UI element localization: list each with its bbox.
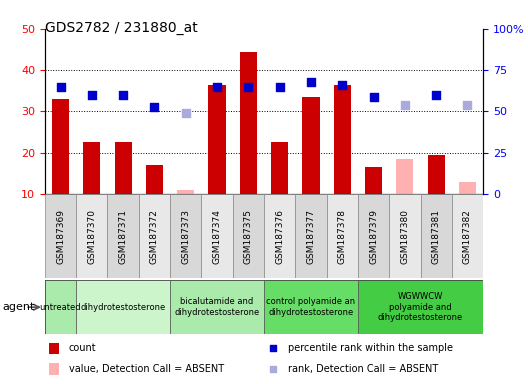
Bar [83, 142, 100, 194]
Text: untreated: untreated [40, 303, 81, 312]
Text: GSM187374: GSM187374 [213, 209, 222, 263]
Bar [264, 280, 358, 334]
Text: GSM187369: GSM187369 [56, 209, 65, 264]
Bar [76, 280, 170, 334]
Point [307, 79, 315, 86]
Bar [177, 190, 194, 194]
Point [432, 92, 440, 98]
Bar [365, 167, 382, 194]
Text: count: count [69, 343, 97, 354]
Text: GSM187380: GSM187380 [400, 209, 409, 264]
Bar [209, 84, 225, 194]
Point [213, 84, 221, 90]
Bar [327, 194, 358, 278]
Bar [334, 84, 351, 194]
Bar [170, 280, 264, 334]
Text: GSM187379: GSM187379 [369, 209, 378, 264]
Text: GSM187381: GSM187381 [432, 209, 441, 264]
Point [244, 84, 252, 90]
Bar [49, 363, 59, 375]
Bar [146, 165, 163, 194]
Bar [52, 99, 69, 194]
Text: rank, Detection Call = ABSENT: rank, Detection Call = ABSENT [288, 364, 438, 374]
Bar [240, 51, 257, 194]
Bar [45, 194, 76, 278]
Bar [115, 142, 132, 194]
Bar [170, 194, 201, 278]
Point [338, 81, 346, 88]
Point [88, 92, 96, 98]
Text: bicalutamide and
dihydrotestosterone: bicalutamide and dihydrotestosterone [174, 298, 260, 317]
Point [119, 92, 127, 98]
Text: dihydrotestosterone: dihydrotestosterone [80, 303, 166, 312]
Bar [396, 159, 413, 194]
Bar [233, 194, 264, 278]
Bar [420, 194, 452, 278]
Bar [428, 155, 445, 194]
Point [269, 346, 277, 352]
Point [269, 366, 277, 372]
Text: GSM187382: GSM187382 [463, 209, 472, 263]
Bar [45, 280, 76, 334]
Bar [295, 194, 327, 278]
Text: GSM187371: GSM187371 [119, 209, 128, 264]
Bar [271, 142, 288, 194]
Point [401, 102, 409, 108]
Bar [358, 280, 483, 334]
Text: GSM187372: GSM187372 [150, 209, 159, 263]
Bar [76, 194, 108, 278]
Text: agent: agent [3, 302, 35, 312]
Bar [459, 182, 476, 194]
Point [182, 110, 190, 116]
Bar [108, 194, 139, 278]
Point [463, 102, 472, 108]
Bar [452, 194, 483, 278]
Text: GSM187377: GSM187377 [306, 209, 315, 264]
Text: GSM187376: GSM187376 [275, 209, 284, 264]
Text: percentile rank within the sample: percentile rank within the sample [288, 343, 453, 354]
Point [370, 94, 378, 100]
Text: GSM187375: GSM187375 [244, 209, 253, 264]
Text: GDS2782 / 231880_at: GDS2782 / 231880_at [45, 21, 197, 35]
Point [150, 104, 158, 110]
Text: GSM187373: GSM187373 [181, 209, 190, 264]
Point [56, 84, 65, 90]
Text: GSM187370: GSM187370 [87, 209, 96, 264]
Bar [264, 194, 295, 278]
Bar [201, 194, 233, 278]
Text: value, Detection Call = ABSENT: value, Detection Call = ABSENT [69, 364, 224, 374]
Bar [49, 343, 59, 354]
Text: GSM187378: GSM187378 [338, 209, 347, 264]
Point [276, 84, 284, 90]
Text: WGWWCW
polyamide and
dihydrotestosterone: WGWWCW polyamide and dihydrotestosterone [378, 292, 463, 322]
Bar [139, 194, 170, 278]
Bar [389, 194, 420, 278]
Bar [358, 194, 389, 278]
Text: control polyamide an
dihydrotestosterone: control polyamide an dihydrotestosterone [267, 298, 355, 317]
Bar [303, 97, 319, 194]
